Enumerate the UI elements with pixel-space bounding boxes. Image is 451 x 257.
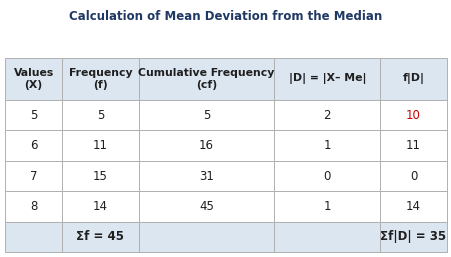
Bar	[138, 161, 274, 191]
Bar	[62, 100, 138, 130]
Text: 5: 5	[202, 109, 210, 122]
Bar	[5, 161, 62, 191]
Bar	[5, 191, 62, 222]
Bar	[62, 191, 138, 222]
Text: 1: 1	[323, 139, 330, 152]
Bar	[274, 191, 379, 222]
Text: 0: 0	[323, 170, 330, 182]
Bar	[62, 58, 138, 100]
Bar	[138, 130, 274, 161]
Bar	[62, 130, 138, 161]
Text: 7: 7	[30, 170, 37, 182]
Text: 11: 11	[93, 139, 108, 152]
Text: 8: 8	[30, 200, 37, 213]
Bar	[274, 58, 379, 100]
Bar	[138, 58, 274, 100]
Bar	[379, 191, 446, 222]
Bar	[138, 191, 274, 222]
Bar	[274, 100, 379, 130]
Bar	[274, 130, 379, 161]
Bar	[379, 222, 446, 252]
Bar	[274, 161, 379, 191]
Text: Cumulative Frequency
(cf): Cumulative Frequency (cf)	[138, 68, 274, 90]
Bar	[62, 222, 138, 252]
Text: 14: 14	[405, 200, 420, 213]
Text: |D| = |X– Me|: |D| = |X– Me|	[288, 74, 365, 85]
Bar	[138, 222, 274, 252]
Bar	[5, 58, 62, 100]
Bar	[5, 130, 62, 161]
Text: f|D|: f|D|	[402, 74, 423, 85]
Text: 14: 14	[93, 200, 108, 213]
Text: 5: 5	[30, 109, 37, 122]
Text: Values
(X): Values (X)	[14, 68, 54, 90]
Text: 45: 45	[199, 200, 214, 213]
Text: Σf|D| = 35: Σf|D| = 35	[380, 230, 446, 243]
Text: Calculation of Mean Deviation from the Median: Calculation of Mean Deviation from the M…	[69, 10, 382, 23]
Text: 2: 2	[323, 109, 330, 122]
Bar	[274, 222, 379, 252]
Text: 11: 11	[405, 139, 420, 152]
Bar	[5, 100, 62, 130]
Text: 6: 6	[30, 139, 37, 152]
Text: 0: 0	[409, 170, 416, 182]
Text: 10: 10	[405, 109, 420, 122]
Bar	[379, 100, 446, 130]
Bar	[379, 58, 446, 100]
Bar	[379, 161, 446, 191]
Text: 5: 5	[97, 109, 104, 122]
Text: 16: 16	[199, 139, 214, 152]
Bar	[5, 222, 62, 252]
Bar	[62, 161, 138, 191]
Text: Frequency
(f): Frequency (f)	[69, 68, 132, 90]
Bar	[138, 100, 274, 130]
Text: 1: 1	[323, 200, 330, 213]
Text: 31: 31	[199, 170, 214, 182]
Text: 15: 15	[93, 170, 108, 182]
Bar	[379, 130, 446, 161]
Text: Σf = 45: Σf = 45	[76, 230, 124, 243]
